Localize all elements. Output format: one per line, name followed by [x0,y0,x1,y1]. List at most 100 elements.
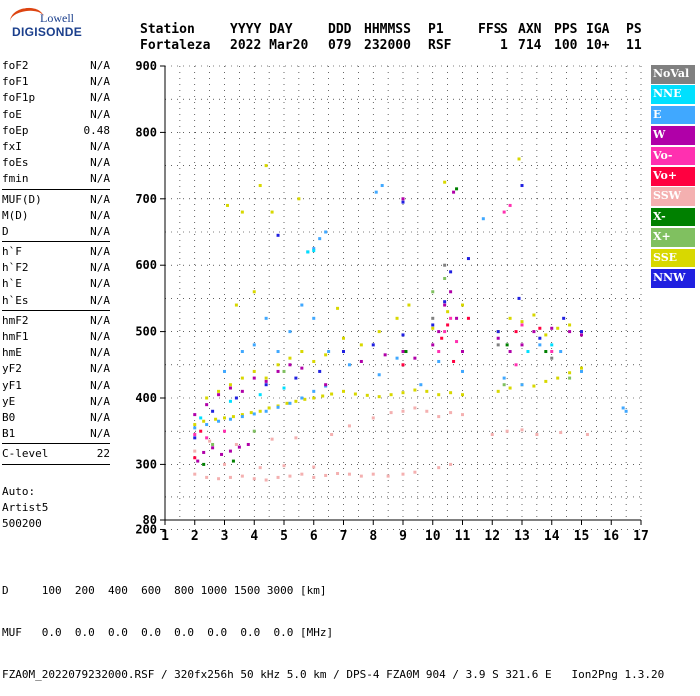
echo-point [270,210,274,214]
echo-point [276,475,280,479]
legend-item-e: E [651,105,695,125]
header-label: YYYY DAY [230,22,293,37]
echo-point [330,392,334,396]
echo-point [228,449,232,453]
echo-point [264,383,268,387]
echo-point [264,379,268,383]
logo-line2: DIGISONDE [12,25,83,39]
echo-point [312,316,316,320]
param-name: foF1p [2,91,36,105]
echo-point [312,359,316,363]
echo-point [347,424,351,428]
echo-point [580,333,583,337]
header-label: PPS [554,22,578,37]
echo-point [312,247,316,251]
echo-point [223,429,226,433]
echo-point [532,384,536,388]
echo-point [544,379,548,383]
echo-point [559,431,563,435]
echo-point [225,203,229,207]
echo-point [466,257,470,261]
echo-point [231,459,235,463]
echo-point [520,383,524,387]
echo-point [240,389,244,393]
echo-point [231,415,235,419]
echo-point [276,369,280,373]
x-tick-label: 7 [340,529,348,544]
echo-point [258,409,262,413]
header-value: Fortaleza [140,38,211,53]
echo-point [294,436,298,440]
echo-point [431,290,435,294]
param-row: B1 N/A [2,426,110,442]
echo-point [401,391,405,395]
echo-point [544,350,548,354]
echo-point [449,316,453,320]
echo-point [556,326,560,330]
echo-point [446,310,450,314]
param-value: N/A [90,192,110,206]
echo-point [300,396,304,400]
echo-point [202,450,206,454]
param-row: foF1p N/A [2,90,110,106]
legend-item-ssw: SSW [651,187,695,206]
param-name: D [2,224,9,238]
x-tick-label: 9 [399,529,407,544]
param-name: C-level [2,447,49,461]
echo-point [288,363,292,367]
echo-point [276,405,280,409]
param-name: hmF1 [2,330,29,343]
legend-item-vo-: Vo- [651,146,695,166]
echo-point [205,396,209,400]
header-label: Station [140,22,195,37]
echo-point [252,477,256,481]
x-tick-label: 13 [514,529,530,544]
param-value: 22 [96,447,110,461]
y-tick-label: 600 [135,258,157,272]
echo-point [585,433,589,437]
echo-point [300,350,304,354]
echo-point [520,320,524,324]
echo-point [228,386,232,390]
footer: D 100 200 400 600 800 1000 1500 3000 [km… [2,556,664,696]
param-row: h`Es N/A [2,293,110,309]
echo-point [240,413,244,417]
echo-point [202,462,206,466]
param-value: N/A [90,394,110,408]
footer-distance-row: D 100 200 400 600 800 1000 1500 3000 [km… [2,584,327,597]
echo-point [217,393,221,397]
echo-point [288,330,292,334]
echo-point [538,343,542,347]
param-separator [2,443,110,445]
param-value: N/A [90,261,110,275]
echo-point [371,343,375,347]
echo-point [240,376,244,380]
echo-point [234,442,238,446]
echo-point [342,350,345,354]
param-name: yF1 [2,378,22,392]
y-tick-label: 200 [135,522,157,536]
echo-point [502,376,506,380]
echo-point [249,411,253,415]
echo-point [496,389,500,393]
echo-point [285,401,289,405]
header-label: IGA [586,22,610,37]
param-value: 0.48 [83,123,111,137]
echo-point [380,184,384,188]
echo-point [205,436,209,440]
echo-point [312,465,316,469]
echo-point [425,409,429,413]
echo-point [556,376,560,380]
param-name: h`E [2,277,22,291]
y-tick-label: 500 [135,325,157,339]
echo-point [508,350,512,354]
x-tick-label: 16 [603,529,619,544]
auto-label: Auto: [2,485,36,498]
echo-point [205,475,209,479]
echo-point [431,323,435,327]
echo-point [431,343,435,347]
echo-point [413,406,417,410]
echo-point [532,330,536,334]
param-value: N/A [90,139,110,153]
echo-point [246,442,250,446]
